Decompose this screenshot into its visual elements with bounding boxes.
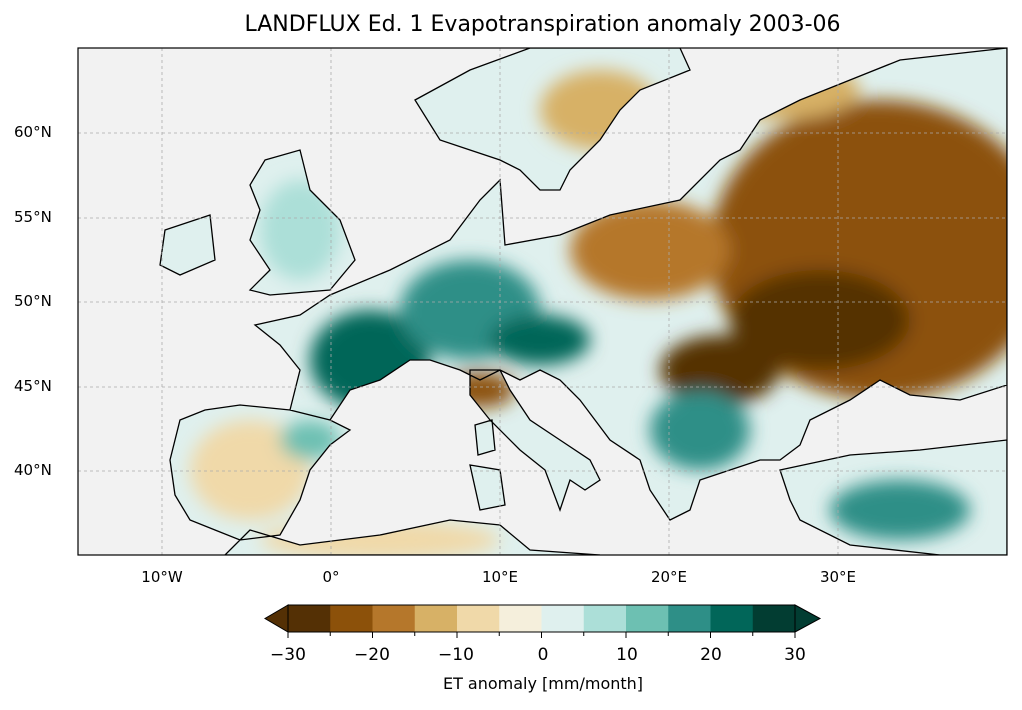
lon-tick: 0°	[322, 568, 340, 586]
colorbar-segment	[372, 605, 416, 632]
colorbar-extend-high	[794, 604, 822, 633]
colorbar-segment	[626, 605, 669, 632]
colorbar-tick: 0	[537, 645, 549, 665]
lon-tick: 30°E	[819, 568, 857, 586]
lon-tick: 10°W	[141, 568, 183, 586]
colorbar-segment	[499, 605, 542, 632]
lat-tick: 45°N	[14, 377, 52, 395]
colorbar-label: ET anomaly [mm/month]	[442, 674, 644, 693]
lon-tick: 10°E	[481, 568, 519, 586]
colorbar-tick: 30	[784, 645, 806, 665]
colorbar	[264, 604, 822, 638]
gridlines	[78, 48, 1007, 555]
colorbar-tick: −20	[354, 645, 390, 665]
colorbar-tick: 10	[616, 645, 638, 665]
colorbar-segment	[288, 605, 331, 632]
lat-tick: 50°N	[14, 292, 52, 310]
map-frame	[77, 47, 1008, 556]
colorbar-segment	[457, 605, 500, 632]
lat-tick: 40°N	[14, 461, 52, 479]
lat-tick: 60°N	[14, 123, 52, 141]
colorbar-segment	[541, 605, 585, 632]
map-title: LANDFLUX Ed. 1 Evapotranspiration anomal…	[244, 12, 841, 37]
colorbar-segment	[668, 605, 711, 632]
colorbar-segment	[752, 605, 796, 632]
colorbar-segment	[583, 605, 627, 632]
lat-tick: 55°N	[14, 208, 52, 226]
colorbar-tick: 20	[700, 645, 722, 665]
lon-tick: 20°E	[650, 568, 688, 586]
colorbar-segment	[710, 605, 754, 632]
colorbar-tick: −10	[438, 645, 474, 665]
colorbar-extend-low	[264, 604, 289, 633]
colorbar-tick: −30	[270, 645, 306, 665]
colorbar-segment	[330, 605, 373, 632]
colorbar-segment	[414, 605, 458, 632]
